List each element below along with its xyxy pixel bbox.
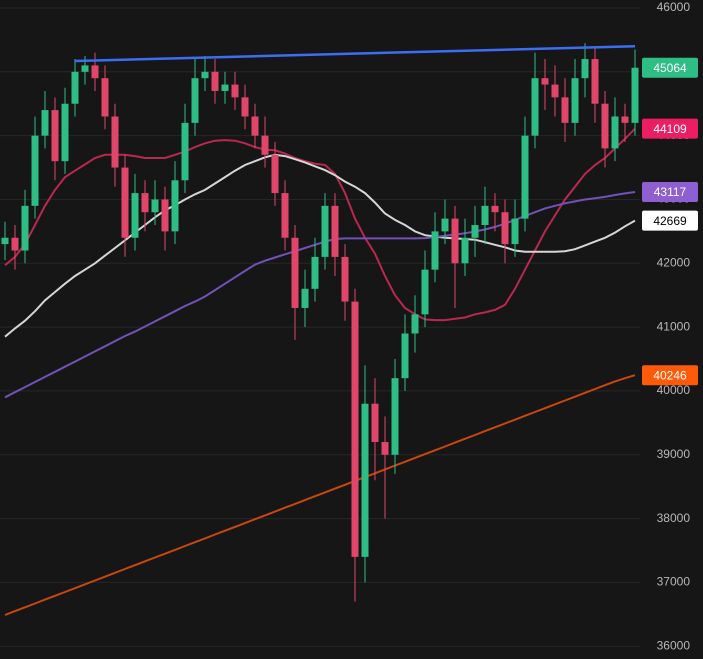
candle-body [291,237,299,308]
candle-body [531,78,539,136]
y-tick-label: 42000 [657,255,691,269]
candle-body [121,167,129,238]
candle-body [371,403,379,442]
y-tick-label: 46000 [657,0,691,14]
candle-body [261,135,269,155]
y-tick-label: 41000 [657,319,691,333]
candle-body [301,288,309,308]
candle-body [621,116,629,123]
candle-body [341,256,349,302]
candle-body [381,441,389,455]
candle-body [561,97,569,123]
last-value-label: 43117 [654,185,687,199]
candle-body [321,205,329,257]
candle-body [551,84,559,98]
candle-body [181,122,189,181]
candle-body [541,78,549,85]
moving-average-line [4,153,636,338]
candle-body [601,103,609,149]
candle-body [311,256,319,289]
candle-body [521,135,529,219]
candle-body [351,301,359,557]
candle-body [611,116,619,149]
candle-body [631,67,639,123]
candle-body [241,97,249,117]
plot-area [1,43,639,616]
candle-body [151,199,159,213]
candle-body [231,84,239,98]
candle-body [451,218,459,264]
candle-body [91,65,99,79]
candle-body [81,65,89,72]
last-value-label: 40246 [653,368,687,382]
last-value-tag [642,181,698,202]
candle-body [21,205,29,251]
candle-body [441,218,449,232]
candle-body [281,193,289,238]
candle-body [431,231,439,270]
trendline [74,45,636,63]
y-tick-label: 40000 [657,383,691,397]
candle-body [101,78,109,117]
last-value-tag [642,57,698,78]
candle-body [481,205,489,225]
candle-body [361,403,369,557]
y-tick-label: 39000 [657,447,691,461]
candle-body [511,218,519,245]
candle-body [411,314,419,334]
candle-body [171,180,179,232]
y-axis: 3600037000380003900040000410004200043000… [642,0,698,652]
last-value-label: 44109 [653,122,687,136]
moving-average-line [4,127,636,322]
candle-body [191,78,199,123]
candle-body [1,237,9,245]
candle-body [31,135,39,206]
candle-body [131,193,139,238]
candle-body [71,71,79,104]
candle-body [471,224,479,238]
last-value-tag [642,210,698,231]
candle-body [211,71,219,91]
last-value-tag [642,365,698,386]
candle-body [331,205,339,257]
moving-average-line [4,191,636,399]
candle-body [161,199,169,232]
candle-body [41,110,49,136]
candle-body [111,116,119,168]
last-value-tag [642,118,698,139]
candle-body [491,205,499,213]
candle-body [401,333,409,379]
candle-body [61,103,69,162]
candle-body [421,269,429,315]
candle-body [201,71,209,79]
candle-body [141,193,149,213]
candle-body [391,378,399,455]
y-tick-label: 36000 [657,638,691,652]
grid [0,7,640,647]
candle-body [221,84,229,91]
candle-body [11,237,19,251]
candle-body [581,59,589,79]
last-value-label: 45064 [653,61,687,75]
y-tick-label: 38000 [657,511,691,525]
y-tick-label: 37000 [657,575,691,589]
candle-body [591,59,599,104]
candle-body [571,78,579,123]
last-value-label: 42669 [653,214,687,228]
moving-average-line [4,374,636,616]
candle-body [51,110,59,162]
candle-body [461,237,469,264]
candle-body [501,212,509,245]
candle-body [271,154,279,194]
candle-body [251,116,259,136]
